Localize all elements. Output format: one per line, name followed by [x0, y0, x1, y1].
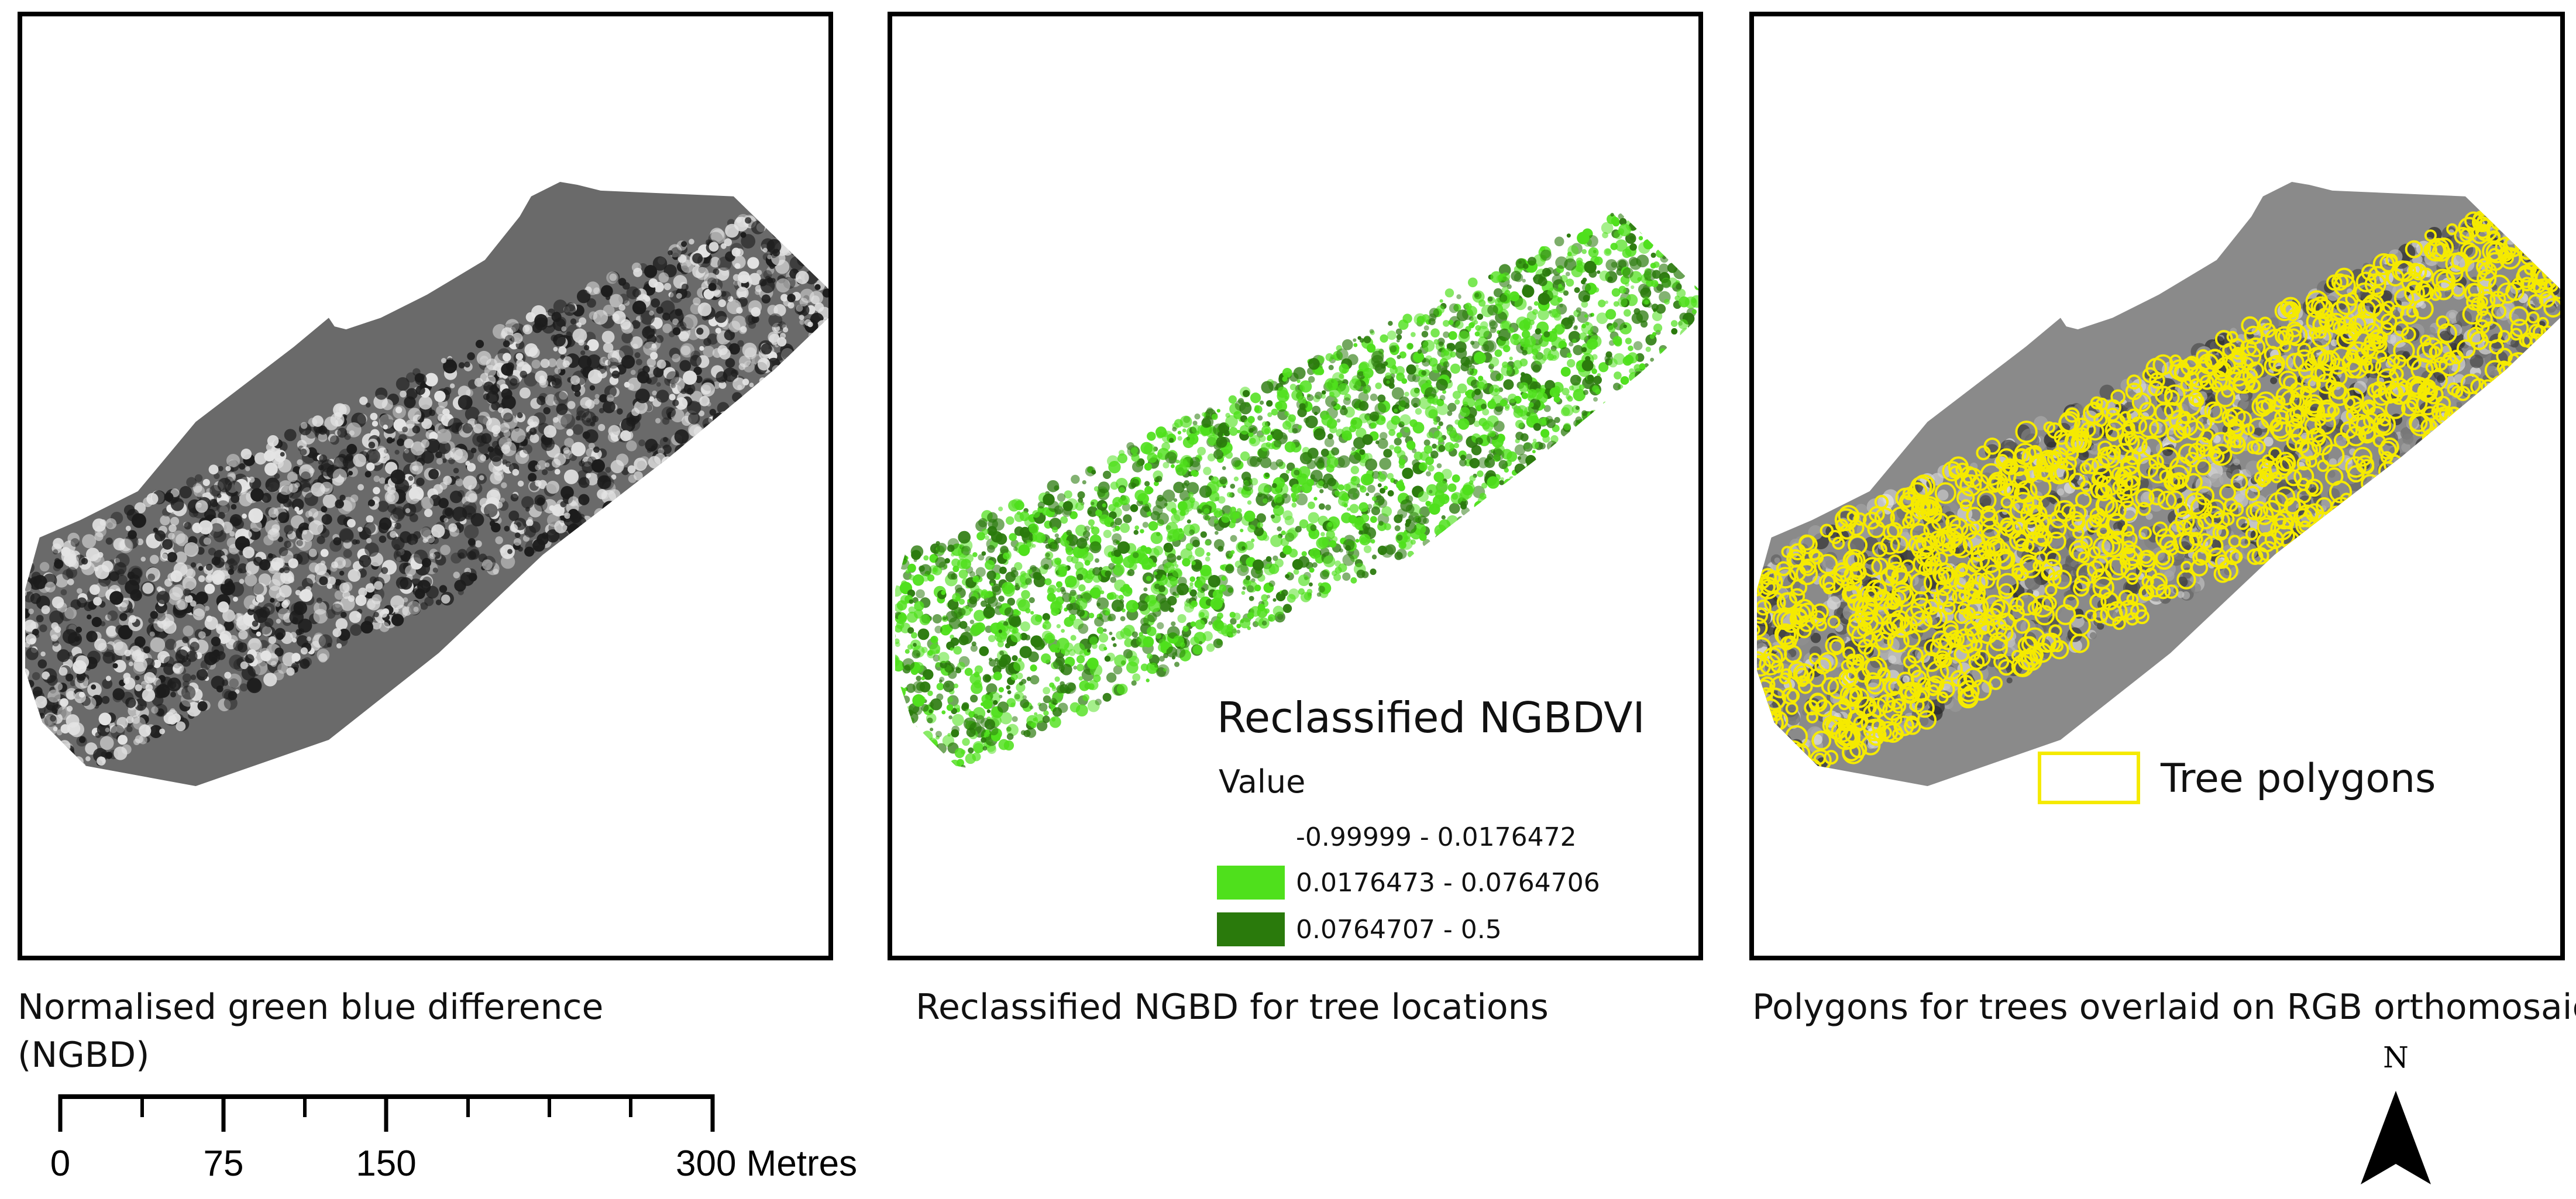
ngbd-caption: Normalised green blue difference — [18, 987, 604, 1028]
legend-swatch-high — [1217, 912, 1285, 946]
legend-class-label: 0.0176473 - 0.0764706 — [1296, 868, 1600, 898]
scale-label-150: 150 — [356, 1143, 416, 1184]
legend-class-row: -0.99999 - 0.0176472 — [1217, 819, 1626, 856]
reclassified-caption: Reclassified NGBD for tree locations — [916, 987, 1549, 1028]
ngbd-raster — [25, 182, 828, 787]
ngbdvi-legend-title: Reclassified NGBDVI — [1217, 693, 1645, 742]
north-label: N — [2383, 1040, 2409, 1074]
reclassified-map-panel — [888, 12, 1703, 960]
tree-polygon-legend-swatch — [2038, 752, 2140, 804]
legend-class-row: 0.0176473 - 0.0764706 — [1217, 864, 1626, 902]
legend-class-label: 0.0764707 - 0.5 — [1296, 915, 1502, 945]
legend-swatch-low — [1217, 820, 1285, 854]
legend-class-row: 0.0764707 - 0.5 — [1217, 911, 1626, 949]
ngbd-caption-line2: (NGBD) — [18, 1035, 150, 1076]
scale-label-0: 0 — [50, 1143, 70, 1184]
ngbd-base — [25, 182, 828, 787]
rgb-orthomosaic — [1756, 182, 2560, 787]
rgb-polygons-map-panel — [1749, 12, 2565, 960]
legend-swatch-mid — [1217, 866, 1285, 900]
scale-label-75: 75 — [204, 1143, 244, 1184]
legend-class-label: -0.99999 - 0.0176472 — [1296, 822, 1577, 852]
scale-bar: 0 75 150 300 Metres — [50, 1094, 857, 1184]
ngbd-map-panel — [18, 12, 833, 960]
rgb-polygons-caption: Polygons for trees overlaid on RGB ortho… — [1752, 987, 2576, 1028]
north-arrow-icon: N — [2361, 1040, 2431, 1184]
rgb-base — [1756, 182, 2560, 787]
scale-label-300: 300 Metres — [676, 1143, 857, 1184]
reclassified-raster — [895, 182, 1698, 787]
ngbdvi-legend-subtitle: Value — [1219, 763, 1306, 800]
tree-polygon-legend-label: Tree polygons — [2161, 756, 2436, 802]
